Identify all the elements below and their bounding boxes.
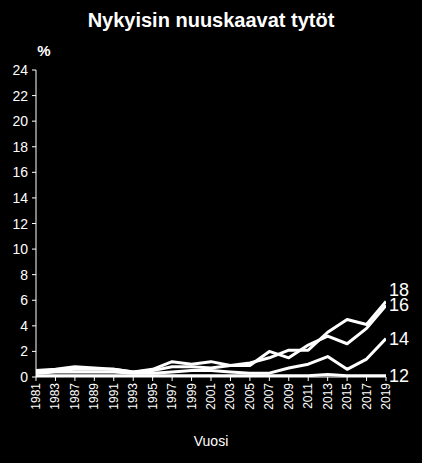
legend-label: 12: [389, 366, 409, 386]
x-tick: [191, 377, 192, 381]
x-tick: [347, 377, 348, 381]
y-tick-label: 6: [20, 292, 28, 308]
y-tick: [32, 121, 36, 122]
x-tick: [133, 377, 134, 381]
legend-label: 14: [389, 329, 409, 349]
x-tick: [94, 377, 95, 381]
x-tick-label: 2019: [379, 383, 393, 410]
y-tick: [32, 223, 36, 224]
y-tick-label: 20: [12, 113, 28, 129]
x-tick-label: 2013: [321, 383, 335, 410]
y-tick: [32, 300, 36, 301]
y-tick-label: 14: [12, 190, 28, 206]
x-tick-label: 2003: [223, 383, 237, 410]
x-tick: [55, 377, 56, 381]
legend-label: 18: [389, 280, 409, 300]
x-tick: [152, 377, 153, 381]
x-tick: [288, 377, 289, 381]
x-tick-label: 2015: [340, 383, 354, 410]
x-tick-label: 2007: [262, 383, 276, 410]
x-tick: [249, 377, 250, 381]
y-tick-label: 12: [12, 216, 28, 232]
x-tick-label: 2001: [204, 383, 218, 410]
y-tick: [32, 95, 36, 96]
x-tick: [113, 377, 114, 381]
x-tick: [74, 377, 75, 381]
x-tick-label: 2005: [243, 383, 257, 410]
x-tick-label: 1987: [68, 383, 82, 410]
y-tick: [32, 197, 36, 198]
x-tick: [308, 377, 309, 381]
y-tick: [32, 146, 36, 147]
y-tick-label: 8: [20, 267, 28, 283]
x-tick-label: 1995: [146, 383, 160, 410]
x-tick: [386, 377, 387, 381]
y-tick-label: 0: [20, 369, 28, 385]
chart: Nykyisin nuuskaavat tytöt%Vuosi024681012…: [0, 0, 422, 463]
y-tick: [32, 172, 36, 173]
x-tick: [366, 377, 367, 381]
y-tick: [32, 325, 36, 326]
x-tick-label: 1993: [126, 383, 140, 410]
series-line: [36, 302, 386, 372]
x-tick-label: 1981: [29, 383, 43, 410]
y-tick-label: 2: [20, 343, 28, 359]
y-tick: [32, 377, 36, 378]
series-line: [36, 374, 386, 375]
plot-area: [36, 302, 386, 376]
x-tick-label: 2009: [282, 383, 296, 410]
y-label: %: [37, 42, 50, 59]
x-tick-label: 1989: [87, 383, 101, 410]
y-tick-label: 22: [12, 88, 28, 104]
x-tick: [36, 377, 37, 381]
x-label: Vuosi: [194, 433, 229, 449]
x-tick-label: 1991: [107, 383, 121, 410]
x-tick: [211, 377, 212, 381]
x-tick-label: 2011: [301, 383, 315, 409]
x-tick: [327, 377, 328, 381]
x-tick-label: 1997: [165, 383, 179, 410]
y-tick: [32, 70, 36, 71]
y-tick-label: 10: [12, 241, 28, 257]
x-tick: [269, 377, 270, 381]
y-tick-label: 18: [12, 139, 28, 155]
y-tick: [32, 249, 36, 250]
x-tick-label: 1983: [48, 383, 62, 410]
x-tick-label: 2017: [360, 383, 374, 410]
x-tick: [172, 377, 173, 381]
x-tick-label: 1999: [185, 383, 199, 410]
y-tick-label: 4: [20, 318, 28, 334]
y-tick: [32, 351, 36, 352]
y-tick: [32, 274, 36, 275]
y-tick-label: 24: [12, 62, 28, 78]
y-tick-label: 16: [12, 164, 28, 180]
x-tick: [230, 377, 231, 381]
title: Nykyisin nuuskaavat tytöt: [88, 9, 335, 31]
